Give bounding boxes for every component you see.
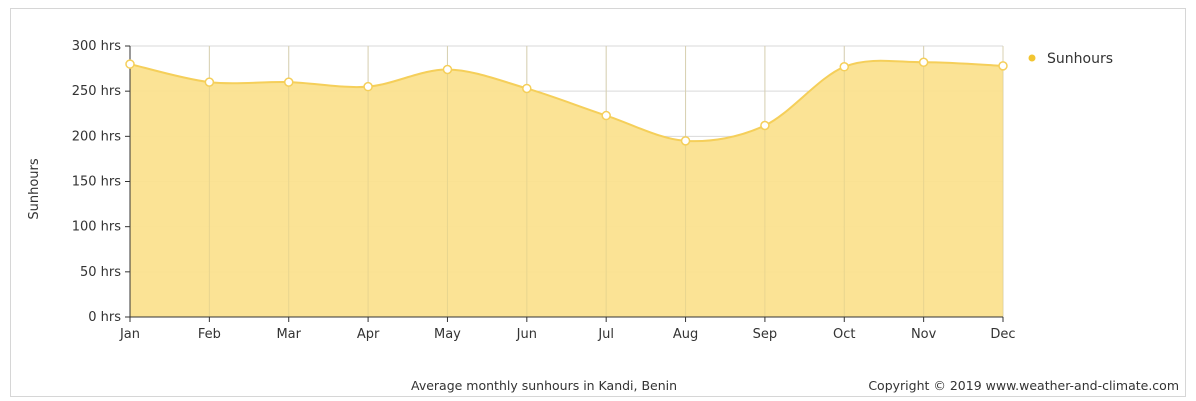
data-point-sep[interactable]: [760, 120, 770, 131]
x-tick-label-jul: Jul: [597, 327, 614, 342]
data-points: [125, 57, 1008, 146]
x-tick-label-sep: Sep: [753, 327, 778, 342]
y-axis-title: Sunhours: [27, 158, 42, 220]
y-tick-label: 250 hrs: [72, 84, 122, 99]
axes: [125, 45, 1004, 322]
y-tick-label: 0 hrs: [88, 310, 121, 325]
y-tick-label: 200 hrs: [72, 129, 122, 144]
x-tick-label-aug: Aug: [673, 327, 698, 342]
y-tick-label: 150 hrs: [72, 175, 122, 190]
y-tick-label: 300 hrs: [72, 39, 122, 54]
data-point-jun[interactable]: [522, 83, 532, 94]
legend-marker-sunhours: [1028, 54, 1036, 62]
data-point-may[interactable]: [442, 64, 453, 75]
x-tick-labels: Jan Feb Mar Apr May Jun Jul Aug Sep Oct Nov Dec: [119, 327, 1016, 342]
legend-label-sunhours: Sunhours: [1047, 51, 1113, 67]
data-point-mar[interactable]: [283, 77, 294, 87]
sunhours-chart: 0 hrs 50 hrs 100 hrs 150 hrs 200 hrs 250 hrs 3…: [27, 39, 1179, 393]
x-tick-label-may: May: [434, 327, 461, 342]
data-point-nov[interactable]: [918, 57, 929, 68]
x-tick-label-apr: Apr: [357, 327, 380, 342]
y-tick-label: 100 hrs: [72, 220, 122, 235]
x-tick-label-jun: Jun: [516, 327, 537, 342]
y-tick-labels: 0 hrs 50 hrs 100 hrs 150 hrs 200 hrs 250 hrs 3…: [72, 39, 122, 325]
legend[interactable]: Sunhours: [1028, 51, 1114, 67]
x-tick-label-feb: Feb: [198, 327, 221, 342]
data-point-jul[interactable]: [601, 110, 611, 121]
y-tick-label: 50 hrs: [80, 265, 121, 280]
x-tick-label-nov: Nov: [911, 327, 937, 342]
chart-frame: 0 hrs 50 hrs 100 hrs 150 hrs 200 hrs 250 hrs 3…: [10, 8, 1186, 397]
chart-caption: Average monthly sunhours in Kandi, Benin: [411, 378, 677, 393]
x-tick-label-jan: Jan: [119, 327, 140, 342]
data-point-oct[interactable]: [839, 62, 850, 72]
x-tick-label-dec: Dec: [990, 327, 1015, 342]
x-tick-label-mar: Mar: [276, 327, 301, 342]
sunhours-area: [130, 60, 1003, 317]
data-point-apr[interactable]: [363, 81, 373, 92]
data-point-dec[interactable]: [998, 61, 1008, 71]
chart-copyright[interactable]: Copyright © 2019 www.weather-and-climate…: [868, 378, 1179, 393]
x-tick-label-oct: Oct: [833, 327, 855, 342]
data-point-feb[interactable]: [204, 77, 215, 87]
data-point-aug[interactable]: [680, 136, 691, 146]
data-point-jan[interactable]: [125, 59, 135, 69]
